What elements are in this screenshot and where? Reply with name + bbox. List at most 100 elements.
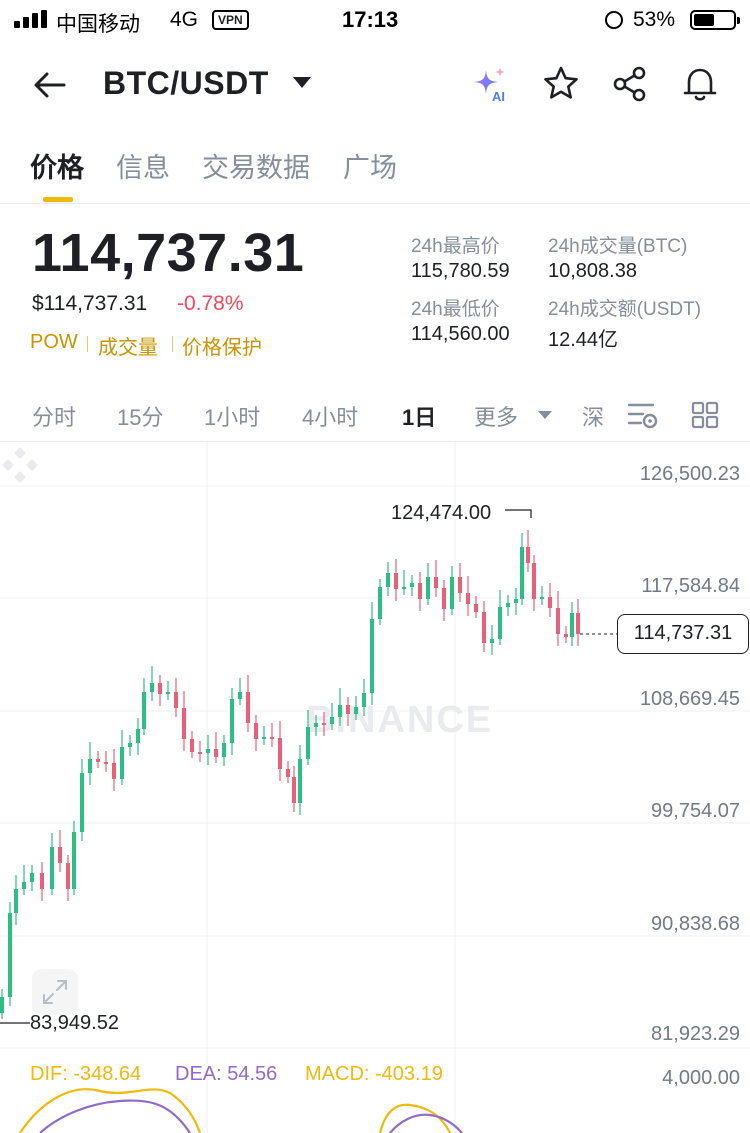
network-type: 4G — [170, 8, 199, 31]
candle-body — [230, 699, 234, 743]
rotation-lock-icon — [605, 11, 623, 29]
candle-body — [14, 889, 18, 913]
candle-body — [246, 692, 250, 723]
high-24h-value: 115,780.59 — [411, 260, 510, 282]
candle-body — [442, 588, 446, 609]
candle-body — [128, 743, 132, 747]
candle-body — [214, 749, 218, 757]
interval-1d[interactable]: 1日 — [402, 405, 437, 430]
tab-price[interactable]: 价格 — [30, 153, 84, 183]
high-marker-label: 124,474.00 — [391, 502, 492, 524]
candle-body — [278, 738, 282, 769]
watermark: BINANCE — [306, 699, 494, 741]
candle-body — [298, 759, 302, 803]
macd-dea-line — [39, 1099, 463, 1133]
candle-body — [426, 577, 430, 599]
star-icon — [544, 66, 578, 99]
candle-body — [450, 577, 454, 609]
candle-body — [520, 547, 524, 599]
candle-body — [206, 749, 210, 753]
back-button[interactable] — [30, 65, 70, 105]
tag-volume[interactable]: 成交量 — [98, 337, 158, 359]
candle-body — [564, 634, 568, 637]
high-marker-line — [505, 509, 532, 518]
volume-usdt-label: 24h成交额(USDT) — [548, 299, 702, 320]
tag-price-protection[interactable]: 价格保护 — [182, 337, 262, 359]
y-tick: 99,754.07 — [651, 800, 740, 822]
battery-icon — [690, 10, 740, 30]
layout-grid-icon[interactable] — [691, 401, 719, 429]
interval-bar: 分时 15分 1小时 4小时 1日 更多 深 — [0, 388, 750, 442]
active-tab-indicator — [43, 197, 73, 202]
tag-pow[interactable]: POW — [30, 331, 78, 353]
tab-info[interactable]: 信息 — [116, 153, 170, 183]
candle-body — [0, 997, 4, 1013]
candlestick-chart[interactable]: BINANCE 126,500.23 117,584.84 108,669.45… — [0, 443, 750, 1133]
candle-body — [120, 747, 124, 779]
interval-more[interactable]: 更多 — [474, 405, 519, 430]
arrow-left-icon — [34, 72, 66, 98]
pair-selector[interactable]: BTC/USDT — [103, 65, 269, 101]
interval-4h[interactable]: 4小时 — [302, 405, 359, 430]
candle-body — [22, 882, 26, 889]
candle-body — [50, 847, 54, 889]
candle-body — [292, 777, 296, 803]
candle-body — [402, 587, 406, 589]
favorite-button[interactable] — [541, 64, 581, 104]
binance-logo-icon — [2, 447, 38, 483]
price-change: -0.78% — [177, 292, 244, 315]
caret-down-icon[interactable] — [538, 411, 552, 419]
candle-body — [556, 608, 560, 634]
candle-body — [466, 593, 470, 604]
share-button[interactable] — [610, 64, 650, 104]
main-tabs: 价格 信息 交易数据 广场 — [0, 140, 750, 204]
chart-settings-icon[interactable] — [627, 401, 659, 431]
interval-time[interactable]: 分时 — [32, 405, 77, 430]
interval-depth[interactable]: 深 — [582, 405, 605, 430]
interval-1h[interactable]: 1小时 — [204, 405, 261, 430]
macd-value: MACD: -403.19 — [305, 1063, 443, 1085]
candle-body — [346, 705, 350, 714]
candles — [0, 509, 617, 1133]
caret-down-icon[interactable] — [293, 77, 311, 88]
candle-body — [458, 577, 462, 593]
header: BTC/USDT AI — [0, 50, 750, 120]
high-24h-label: 24h最高价 — [411, 236, 500, 257]
share-icon — [613, 66, 646, 102]
candle-body — [238, 692, 242, 699]
bell-icon — [683, 68, 717, 101]
macd-axis-tick: 4,000.00 — [662, 1067, 740, 1089]
volume-btc-label: 24h成交量(BTC) — [548, 236, 688, 257]
status-bar: 中国移动 4G VPN 17:13 53% — [0, 0, 750, 42]
candle-body — [482, 612, 486, 643]
fullscreen-button[interactable] — [32, 969, 78, 1015]
low-marker-label: 83,949.52 — [30, 1012, 119, 1034]
candle-body — [386, 573, 390, 587]
candle-body — [490, 639, 494, 643]
chart-grid — [0, 443, 750, 1133]
candle-body — [190, 739, 194, 752]
candle-body — [270, 737, 274, 739]
expand-icon — [43, 980, 67, 1004]
volume-usdt-value: 12.44亿 — [548, 329, 619, 351]
price-alert-button[interactable] — [680, 64, 720, 104]
ai-assistant-button[interactable]: AI — [470, 64, 510, 104]
candle-body — [88, 759, 92, 773]
volume-btc-value: 10,808.38 — [548, 260, 637, 282]
tab-trading-data[interactable]: 交易数据 — [202, 153, 310, 183]
candle-body — [40, 873, 44, 889]
battery-percent: 53% — [633, 8, 676, 31]
candle-body — [262, 737, 266, 739]
candle-body — [532, 563, 536, 599]
carrier-name: 中国移动 — [56, 13, 140, 36]
candle-body — [354, 707, 358, 714]
candle-body — [370, 619, 374, 693]
tab-square[interactable]: 广场 — [343, 153, 397, 183]
y-tick: 81,923.29 — [651, 1023, 740, 1045]
interval-15m[interactable]: 15分 — [117, 405, 164, 430]
divider — [172, 336, 173, 352]
candle-body — [362, 693, 366, 707]
price-usd: $114,737.31 — [32, 292, 148, 315]
candle-body — [418, 583, 422, 599]
candle-body — [394, 573, 398, 589]
